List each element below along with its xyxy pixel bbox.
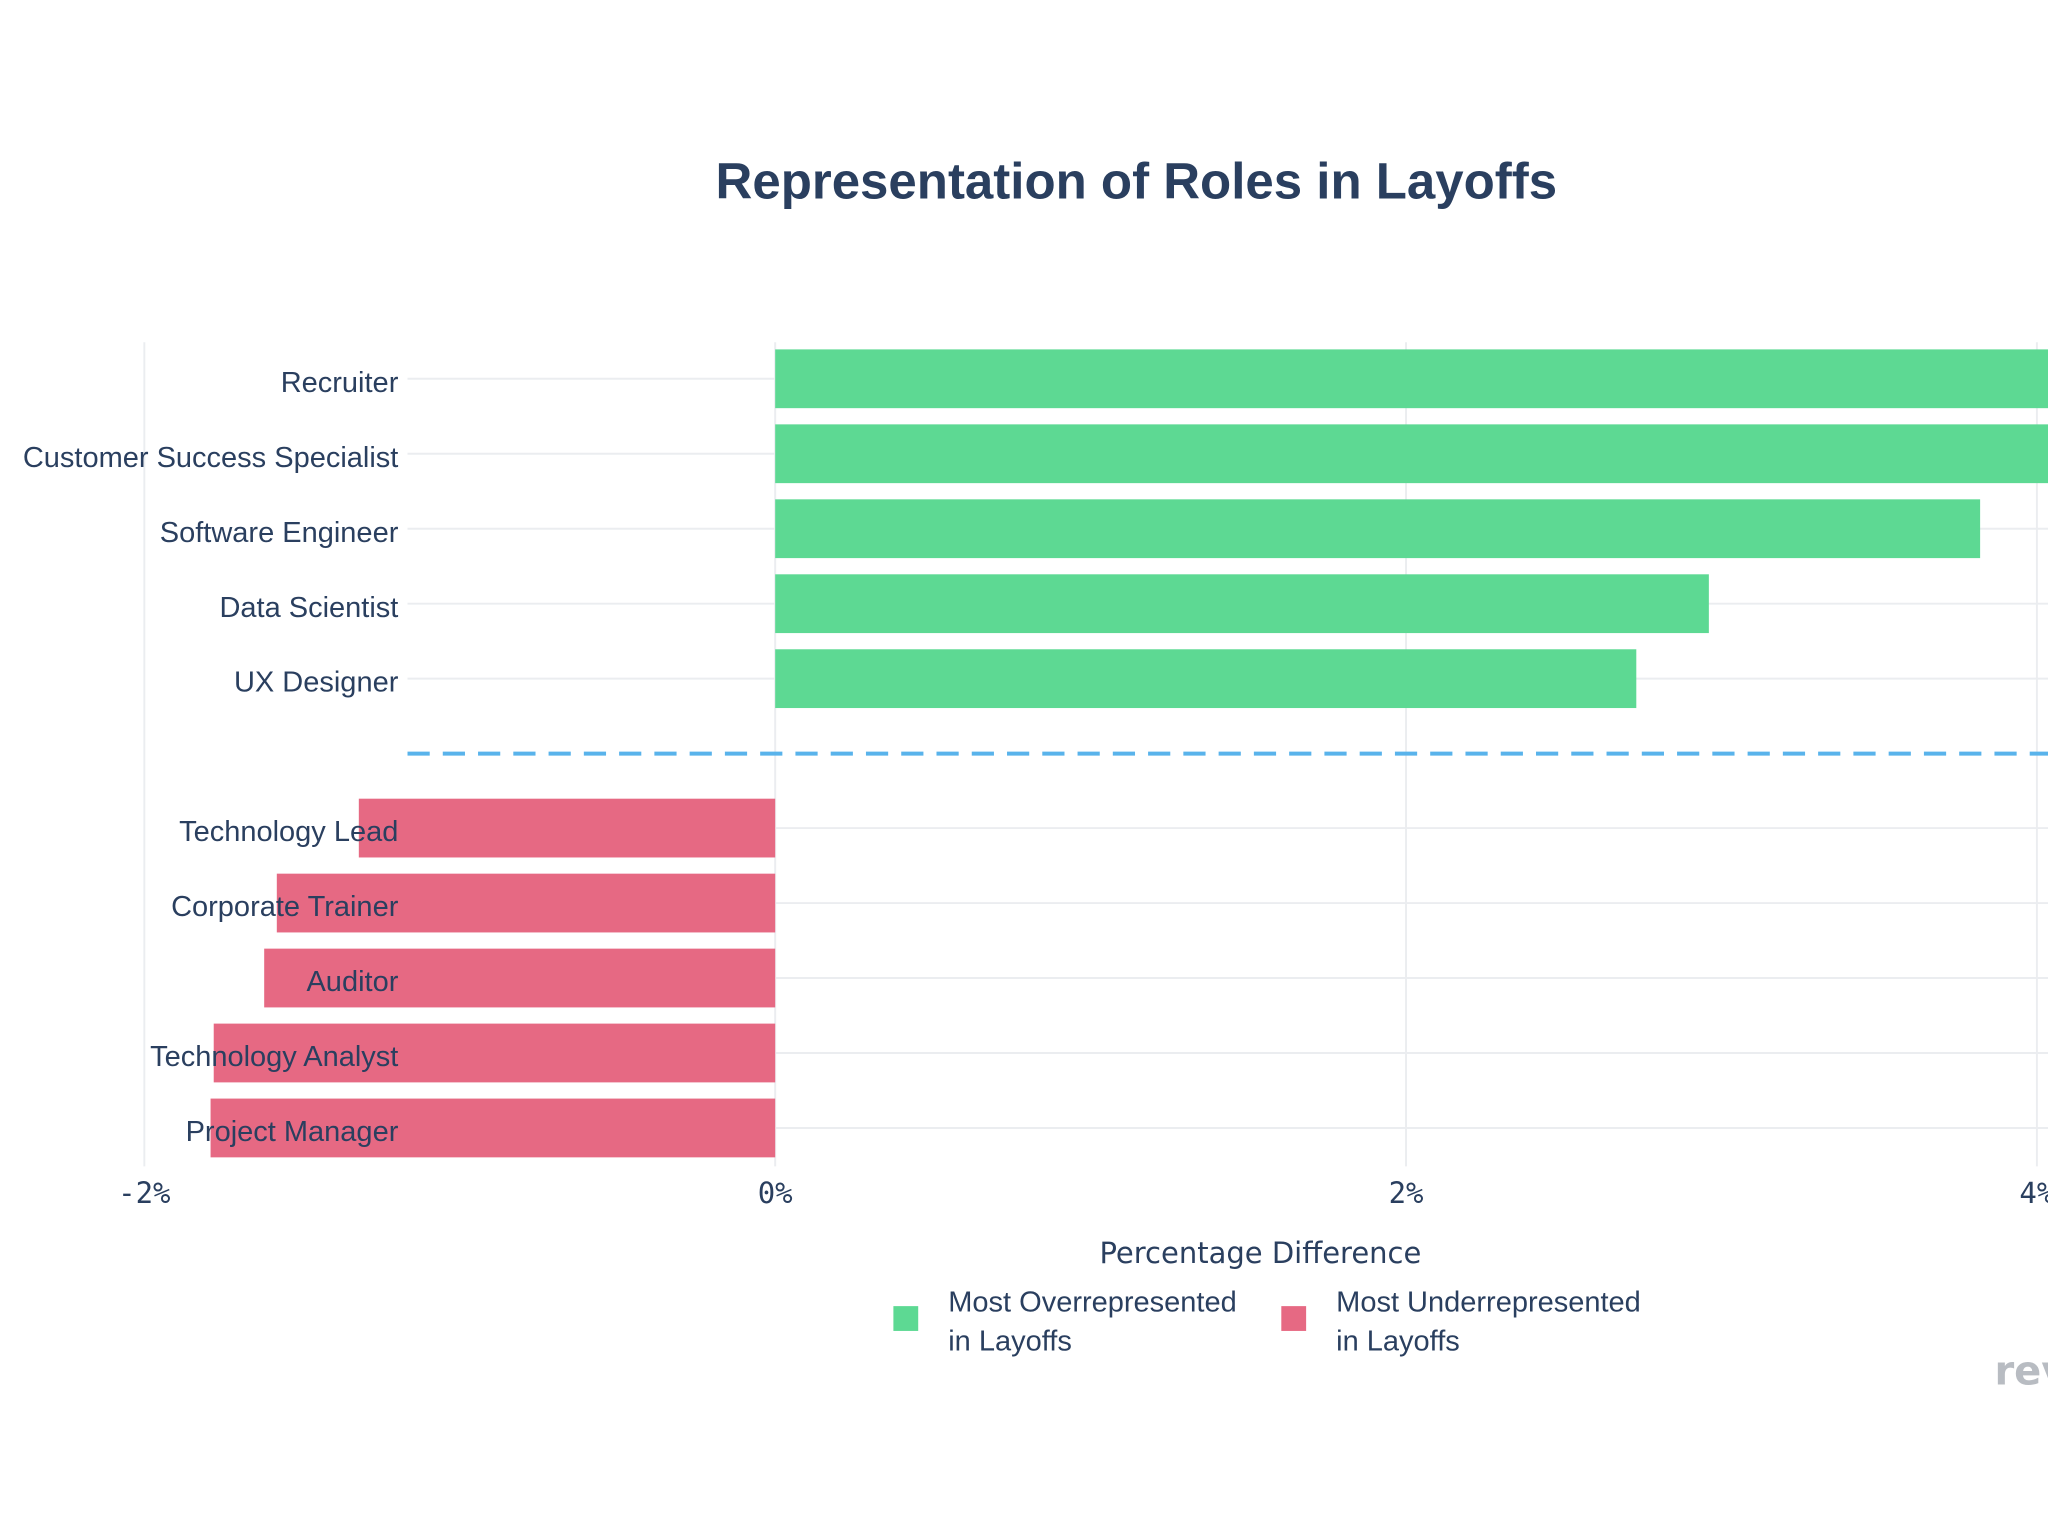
bar-technology-analyst (213, 1023, 776, 1083)
legend-label: Most Underrepresented (1336, 1286, 1641, 1318)
category-label: Data Scientist (219, 592, 398, 624)
category-label: Software Engineer (160, 517, 399, 549)
bar-recruiter (775, 349, 2048, 409)
category-label: Customer Success Specialist (23, 442, 399, 474)
bars (210, 349, 2048, 1158)
legend-swatch (1281, 1306, 1307, 1331)
legend-label: Most Overrepresented (948, 1286, 1237, 1318)
category-labels: Recruiter Customer Success Specialist Soft… (23, 367, 399, 1148)
x-tick-label: 2% (1389, 1176, 1424, 1210)
bar-customer-success-specialist (775, 424, 2048, 484)
x-tick-label: 0% (758, 1176, 793, 1210)
category-label: Auditor (306, 966, 398, 998)
bar-corporate-trainer (276, 873, 776, 933)
watermark: rev (1994, 1348, 2048, 1394)
legend: Most Overrepresented in Layoffs Most Under… (893, 1286, 1641, 1358)
bar-auditor (264, 948, 776, 1008)
category-label: Technology Lead (179, 816, 398, 848)
x-tick-labels: -2%0%2%4%6%8% (118, 1176, 2048, 1210)
bar-software-engineer (775, 499, 1981, 559)
legend-swatch (893, 1306, 919, 1331)
bar-data-scientist (775, 574, 1709, 634)
category-label: Corporate Trainer (171, 891, 399, 923)
category-label: Recruiter (281, 367, 399, 399)
x-tick-label: -2% (118, 1176, 170, 1210)
x-axis-title: Percentage Difference (1099, 1236, 1421, 1270)
category-label: Project Manager (186, 1116, 399, 1148)
legend-label: in Layoffs (1336, 1326, 1460, 1358)
legend-label: in Layoffs (948, 1326, 1072, 1358)
bar-project-manager (210, 1098, 776, 1158)
chart-title: Representation of Roles in Layoffs (716, 153, 1558, 210)
category-label: Technology Analyst (150, 1041, 398, 1073)
category-label: UX Designer (234, 667, 399, 699)
x-tick-label: 4% (2019, 1176, 2048, 1210)
bar-ux-designer (775, 649, 1637, 709)
bar-technology-lead (358, 798, 776, 858)
